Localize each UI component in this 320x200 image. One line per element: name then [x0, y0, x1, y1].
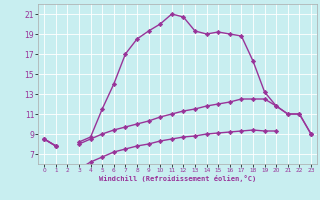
X-axis label: Windchill (Refroidissement éolien,°C): Windchill (Refroidissement éolien,°C) [99, 175, 256, 182]
